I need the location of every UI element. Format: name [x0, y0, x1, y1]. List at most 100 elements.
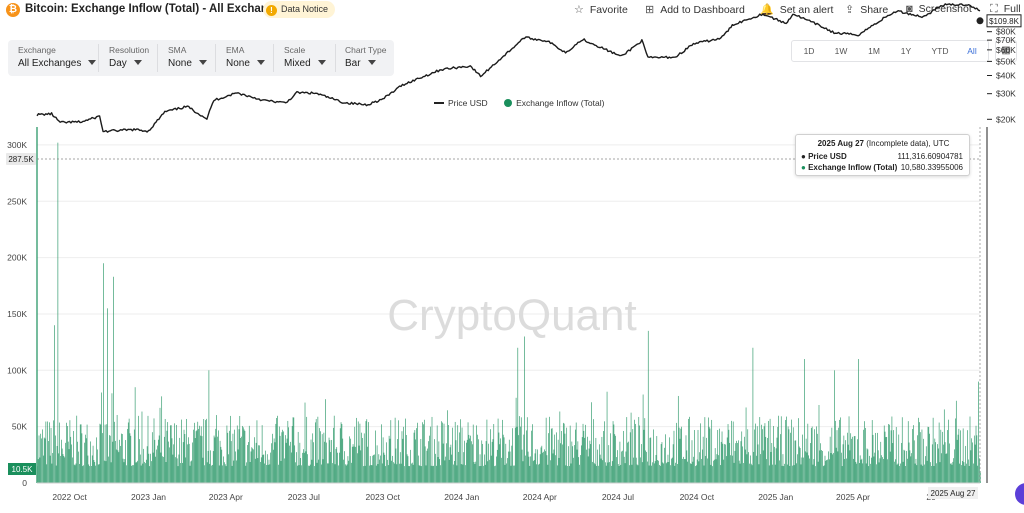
share-button[interactable]: ⇪ Share [845, 3, 888, 16]
inflow-bar [973, 435, 975, 483]
inflow-bar [386, 442, 387, 483]
inflow-bar [116, 414, 118, 483]
inflow-bar [797, 454, 798, 483]
range-1m-button[interactable]: 1M [868, 46, 880, 56]
help-chat-button[interactable] [1015, 483, 1024, 505]
inflow-bar [328, 437, 330, 483]
x-tick-label: 2022 Oct [52, 492, 87, 502]
inflow-bar [700, 423, 701, 483]
inflow-bar [516, 426, 518, 483]
inflow-bar [555, 455, 556, 483]
inflow-bar [971, 438, 973, 483]
inflow-bar [350, 438, 351, 483]
inflow-bar [683, 459, 685, 483]
add-to-dashboard-button[interactable]: ⊞ Add to Dashboard [645, 3, 745, 16]
inflow-bar [121, 434, 123, 483]
legend-inflow-label[interactable]: Exchange Inflow (Total) [516, 98, 605, 108]
inflow-bar [766, 459, 767, 483]
inflow-bar [211, 465, 212, 483]
inflow-bar [266, 464, 267, 483]
inflow-bar [799, 448, 801, 483]
inflow-bar [647, 461, 648, 483]
data-notice-label: Data Notice [281, 4, 329, 14]
inflow-bar [393, 462, 394, 483]
inflow-bar [73, 464, 75, 483]
inflow-bar [954, 449, 955, 483]
inflow-bar [301, 465, 302, 483]
inflow-bar [37, 459, 39, 483]
inflow-bar [863, 429, 864, 483]
inflow-bar [284, 435, 286, 483]
inflow-bar [333, 427, 334, 483]
inflow-bar [385, 466, 386, 483]
inflow-bar [279, 435, 281, 483]
inflow-bar [230, 415, 231, 483]
inflow-bar [282, 429, 283, 483]
inflow-bar [271, 443, 272, 483]
inflow-bar [605, 465, 607, 483]
inflow-bar [529, 465, 531, 483]
inflow-bar [580, 455, 581, 483]
inflow-bar [170, 425, 171, 483]
inflow-bar [754, 429, 755, 483]
range-1w-button[interactable]: 1W [834, 46, 848, 56]
inflow-bar [762, 450, 764, 483]
inflow-bar [435, 465, 437, 483]
inflow-bar [159, 407, 161, 483]
inflow-bar [629, 465, 630, 483]
inflow-bar [397, 439, 398, 483]
inflow-bar [977, 465, 979, 483]
inflow-bar [913, 440, 915, 483]
inflow-bar [743, 463, 744, 483]
inflow-bar [221, 449, 223, 483]
inflow-bar [657, 460, 658, 483]
inflow-bar [108, 456, 109, 483]
inflow-bar [419, 465, 421, 483]
inflow-bar [179, 437, 181, 483]
inflow-bar [750, 463, 752, 483]
inflow-bar [59, 422, 60, 483]
inflow-bar [420, 438, 422, 483]
inflow-bar [375, 430, 376, 483]
inflow-bar [952, 461, 954, 483]
inflow-bar [446, 443, 447, 483]
inflow-bar [94, 461, 96, 483]
range-all-button[interactable]: All [967, 46, 977, 56]
fullscreen-button[interactable]: ⛶ Full [990, 3, 1021, 16]
inflow-bar [142, 463, 144, 483]
range-1d-button[interactable]: 1D [803, 46, 815, 56]
inflow-bar [460, 419, 461, 483]
inflow-bar [711, 419, 713, 483]
favorite-button[interactable]: ☆ Favorite [574, 3, 628, 16]
set-alert-button[interactable]: 🔔 Set an alert [760, 3, 833, 16]
legend-price-label[interactable]: Price USD [448, 98, 488, 108]
range-1y-button[interactable]: 1Y [900, 46, 912, 56]
inflow-bar [960, 430, 961, 483]
inflow-bar [610, 433, 611, 483]
inflow-bar [104, 424, 106, 483]
inflow-bar [145, 463, 146, 483]
inflow-bar [238, 429, 240, 483]
inflow-bar [438, 441, 440, 483]
marker-label-box [6, 152, 36, 165]
inflow-bar [566, 427, 568, 483]
inflow-bar [835, 447, 837, 483]
x-tick-label: 2025 Apr [836, 492, 870, 502]
data-notice-badge[interactable]: ! Data Notice [263, 1, 336, 18]
inflow-bar [512, 428, 513, 483]
inflow-bar [798, 418, 799, 483]
inflow-bar [139, 439, 140, 483]
inflow-bar [70, 436, 72, 483]
inflow-bar [810, 428, 812, 483]
inflow-bar [417, 422, 418, 483]
inflow-bar [482, 443, 483, 483]
inflow-bar [239, 415, 241, 483]
calendar-icon[interactable]: ▦ [995, 40, 1017, 62]
inflow-bar [674, 465, 676, 483]
inflow-bar [197, 421, 199, 483]
range-ytd-button[interactable]: YTD [931, 46, 949, 56]
inflow-bar [293, 417, 295, 483]
inflow-bar [507, 458, 508, 483]
inflow-bar [758, 464, 760, 483]
